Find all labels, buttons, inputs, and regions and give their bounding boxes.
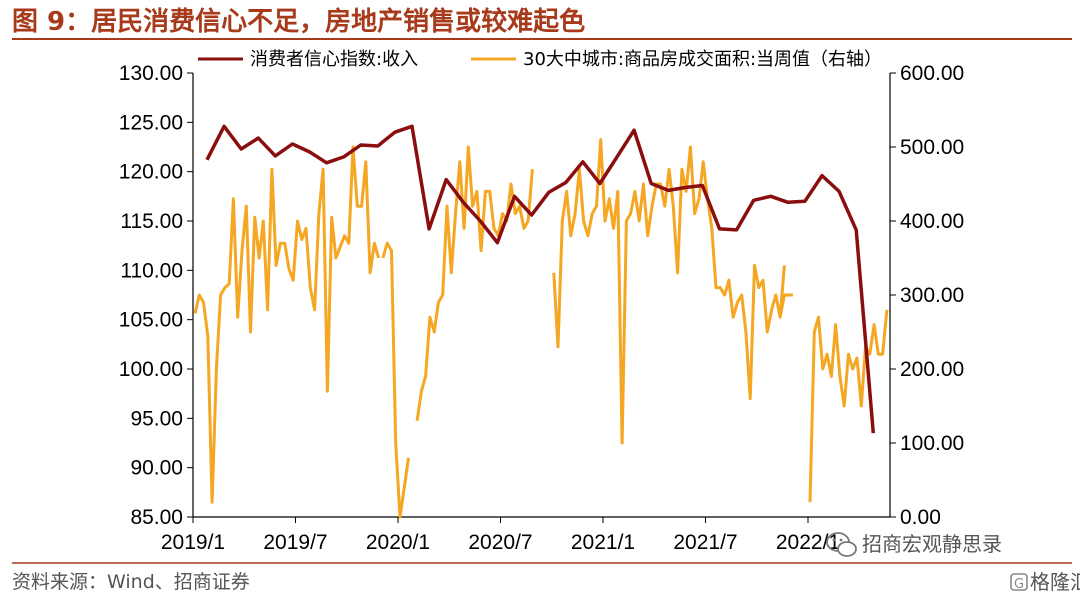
left-tick-label: 110.00 (120, 259, 183, 282)
svg-text:G: G (1014, 577, 1024, 592)
series-confidence-line (205, 124, 876, 434)
wechat-watermark: 招商宏观静思录 (826, 532, 1002, 557)
legend-label-sales: 30大中城市:商品房成交面积:当周值（右轴） (523, 49, 882, 70)
x-tick-label: 2021/7 (673, 531, 737, 554)
brand-name: 格隆汇 (1030, 570, 1080, 594)
sales-line-segment (193, 145, 381, 504)
legend: 消费者信心指数:收入 30大中城市:商品房成交面积:当周值（右轴） (198, 49, 882, 70)
right-tick-label: 300.00 (900, 284, 964, 307)
confidence-line (205, 124, 876, 434)
x-tick-label: 2019/1 (161, 531, 225, 554)
x-tick-label: 2020/7 (468, 531, 532, 554)
right-tick-label: 600.00 (900, 62, 964, 85)
x-tick-label: 2020/1 (366, 531, 430, 554)
right-tick-label: 100.00 (900, 432, 964, 455)
right-tick-label: 500.00 (900, 136, 964, 159)
brand-logo-icon: G (1010, 573, 1028, 592)
brand-watermark: G 格隆汇 (1010, 570, 1080, 594)
left-tick-label: 115.00 (120, 210, 183, 233)
right-tick-label: 400.00 (900, 210, 964, 233)
sales-line-segment (778, 293, 793, 318)
legend-label-confidence: 消费者信心指数:收入 (250, 49, 418, 70)
left-tick-label: 130.00 (119, 62, 183, 85)
sales-line-segment (381, 241, 410, 519)
x-tick-label: 2021/1 (571, 531, 635, 554)
sales-line-segment (415, 145, 534, 422)
left-tick-label: 120.00 (119, 161, 183, 184)
source-note: 资料来源：Wind、招商证券 (12, 571, 250, 593)
right-tick-label: 200.00 (900, 358, 964, 381)
x-tick-label: 2019/7 (263, 531, 327, 554)
sales-line-segment (552, 138, 786, 445)
left-tick-label: 105.00 (119, 309, 183, 332)
right-axis-ticks: 600.00 500.00 400.00 300.00 200.00 100.00 0.00 (890, 62, 964, 529)
sales-line-segment (808, 309, 889, 503)
wechat-account-name: 招商宏观静思录 (862, 532, 1002, 556)
series-sales-line (193, 138, 889, 519)
x-axis-ticks: 2019/1 2019/7 2020/1 2020/7 2021/1 2021/7 2022… (161, 517, 840, 554)
left-tick-label: 85.00 (130, 506, 183, 529)
right-tick-label: 0.00 (900, 506, 941, 529)
left-tick-label: 95.00 (130, 407, 183, 430)
wechat-icon (826, 532, 857, 557)
figure-title: 图 9：居民消费信心不足，房地产销售或较难起色 (12, 6, 585, 37)
left-axis-ticks: 130.00 125.00 120.00 115.00 110.00 105.00 100.… (119, 62, 193, 529)
left-tick-label: 90.00 (130, 457, 183, 480)
left-tick-label: 125.00 (119, 111, 183, 134)
x-tick-label: 2022/1 (776, 531, 840, 554)
left-tick-label: 100.00 (119, 358, 183, 381)
